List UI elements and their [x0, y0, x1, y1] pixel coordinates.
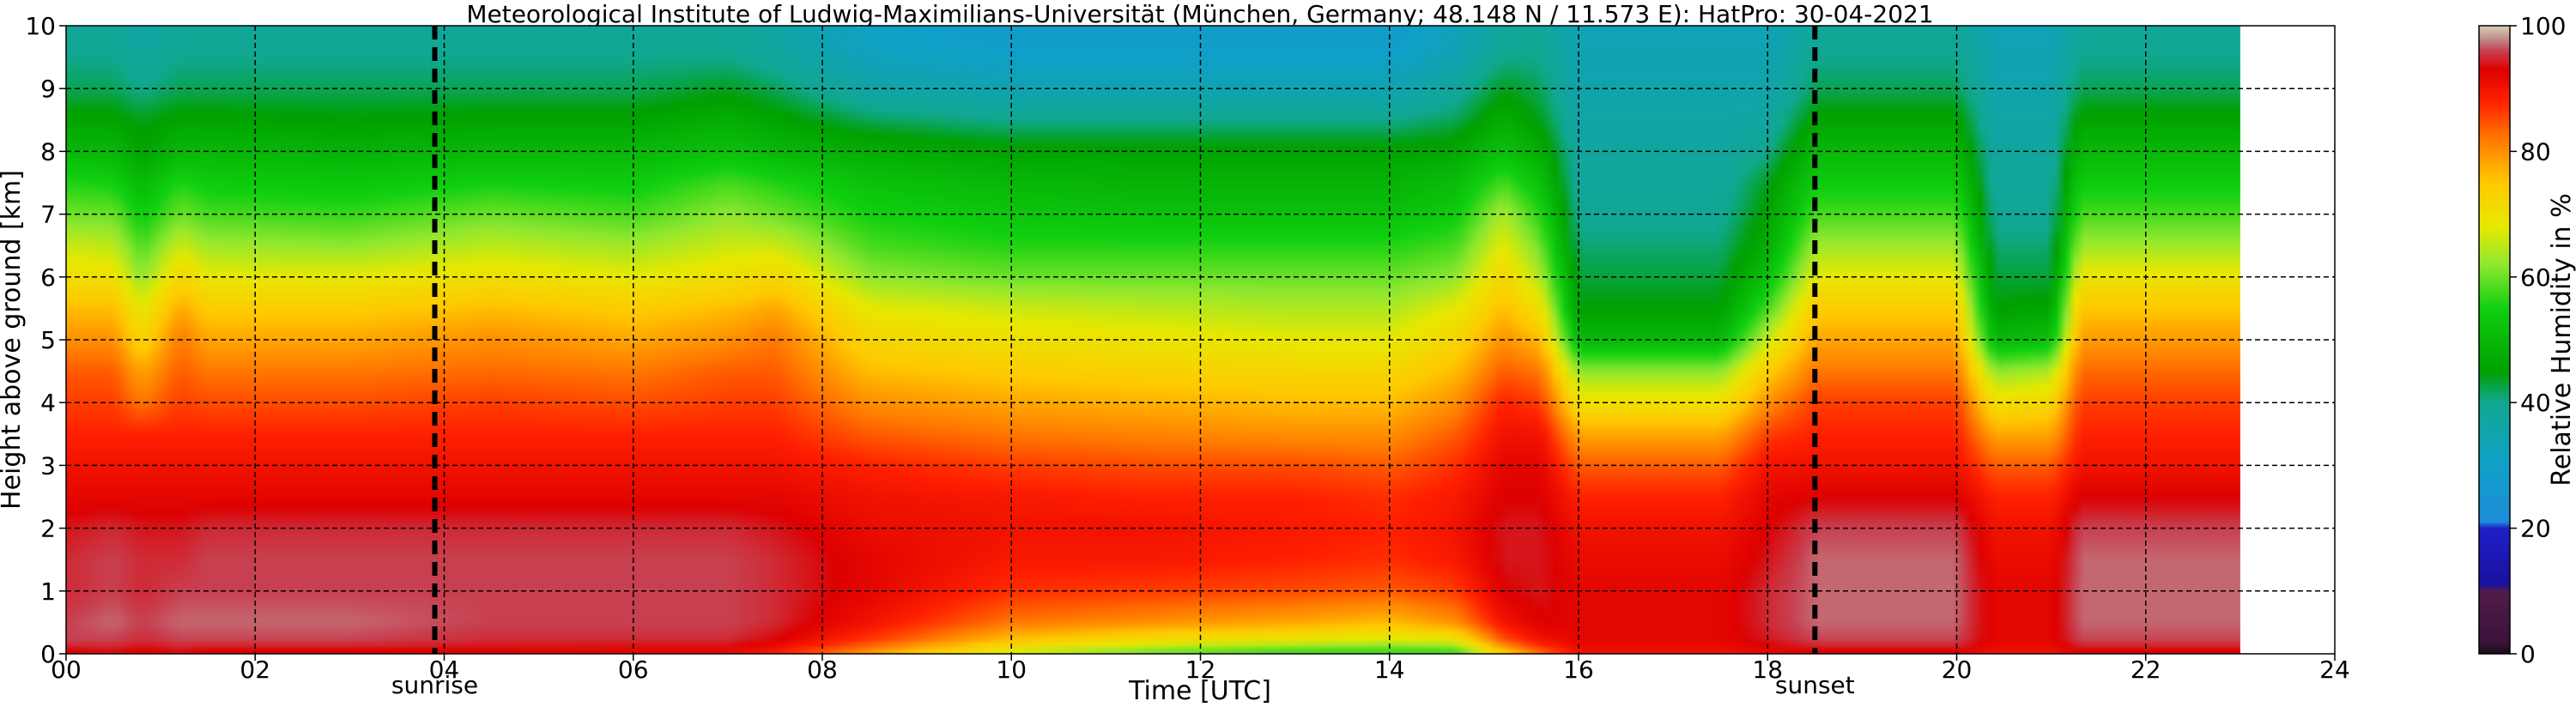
x-tick-label: 04 — [429, 656, 460, 684]
sunrise-label: sunrise — [391, 671, 478, 699]
y-tick-label: 4 — [40, 389, 56, 417]
colorbar-label: Relative Humidity in % — [2547, 193, 2576, 486]
colorbar-ticks: 0 20 40 60 80 100 — [2510, 12, 2566, 668]
y-tick-label: 0 — [40, 640, 56, 668]
colorbar-tick-label: 20 — [2520, 515, 2551, 543]
x-tick-label: 02 — [239, 656, 270, 684]
y-tick-label: 8 — [40, 137, 56, 166]
x-tick-label: 06 — [618, 656, 649, 684]
y-tick-label: 2 — [40, 515, 56, 543]
x-axis-ticks: 00 02 04 06 08 10 12 14 16 18 20 22 24 — [51, 654, 2350, 684]
chart-title: Meteorological Institute of Ludwig-Maxim… — [466, 0, 1933, 28]
vline-layer: sunrise sunset — [391, 26, 1855, 699]
x-tick-label: 10 — [996, 656, 1027, 684]
colorbar-tick-label: 100 — [2520, 12, 2566, 40]
y-tick-label: 6 — [40, 263, 56, 292]
y-tick-label: 3 — [40, 451, 56, 480]
x-tick-label: 18 — [1752, 656, 1783, 684]
x-tick-label: 20 — [1942, 656, 1973, 684]
colorbar-tick-label: 0 — [2520, 640, 2536, 668]
x-tick-label: 12 — [1185, 656, 1216, 684]
x-tick-label: 16 — [1563, 656, 1594, 684]
y-axis-ticks: 0 1 2 3 4 5 6 7 8 9 10 — [25, 12, 66, 668]
colorbar-tick-label: 80 — [2520, 137, 2551, 166]
y-tick-label: 5 — [40, 326, 56, 354]
colorbar-tick-label: 40 — [2520, 389, 2551, 417]
colorbar-gradient — [2478, 25, 2511, 655]
x-tick-label: 22 — [2131, 656, 2161, 684]
colorbar — [2478, 25, 2511, 655]
x-tick-label: 08 — [807, 656, 838, 684]
y-tick-label: 1 — [40, 577, 56, 606]
grid-layer — [66, 26, 2335, 654]
y-tick-label: 7 — [40, 201, 56, 229]
y-axis-label: Height above ground [km] — [0, 170, 27, 510]
colorbar-tick-label: 60 — [2520, 263, 2551, 292]
sunset-label: sunset — [1775, 671, 1855, 699]
x-axis-label: Time [UTC] — [1128, 676, 1271, 706]
x-tick-label: 24 — [2319, 656, 2350, 684]
x-tick-label: 00 — [51, 656, 82, 684]
y-tick-label: 10 — [25, 12, 56, 40]
x-tick-label: 14 — [1374, 656, 1405, 684]
y-tick-label: 9 — [40, 75, 56, 103]
